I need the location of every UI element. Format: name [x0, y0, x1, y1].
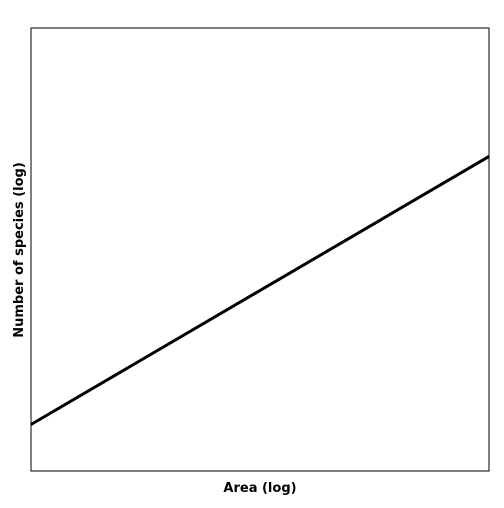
- series-line-1: [30, 155, 490, 426]
- y-axis-label: Number of species (log): [12, 162, 27, 338]
- plot-background: [31, 28, 489, 471]
- series-layer: [30, 155, 490, 426]
- plot-frame: [30, 27, 490, 472]
- x-axis-label: Area (log): [223, 481, 296, 496]
